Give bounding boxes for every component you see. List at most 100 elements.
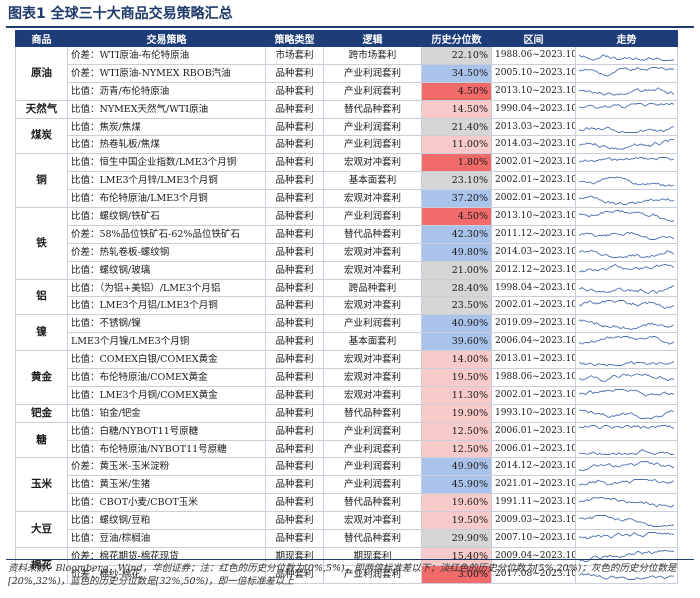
type-cell: 品种套利 [265, 224, 324, 244]
range-cell: 2011.12~2023.10 [491, 224, 576, 244]
type-cell: 品种套利 [265, 81, 324, 101]
table-row: 铁比值：螺纹钢/铁矿石 品种套利 产业利润套利 4.50% 2013.10~2023.1… [15, 207, 678, 280]
trend-line [579, 156, 674, 163]
range-cell: 2006.04~2023.10 [491, 332, 576, 352]
table-row: 比值：布伦特原油/COMEX黄金 品种套利 宏观对冲套利 19.50% 1988.06~… [16, 368, 678, 387]
header-type: 策略类型 [265, 30, 324, 47]
commodity-cell: 大豆 [15, 511, 68, 548]
percentile-cell: 28.40% [421, 278, 492, 298]
logic-cell: 替代品种套利 [323, 99, 422, 119]
percentile-cell: 23.50% [421, 296, 492, 316]
percentile-cell: 14.50% [421, 99, 492, 119]
logic-cell: 替代品种套利 [323, 493, 422, 513]
trend-sparkline [579, 425, 674, 430]
logic-cell: 基本面套利 [323, 332, 422, 352]
range-cell: 2002.01~2023.10 [491, 385, 576, 405]
type-cell: 品种套利 [265, 368, 324, 387]
trend-sparkline [579, 232, 674, 241]
table-row: 价差：WTI原油-NYMEX RBOB汽油 品种套利 产业利润套利 34.50% 200… [16, 63, 678, 83]
percentile-cell: 23.10% [421, 171, 492, 191]
range-cell: 2014.03~2023.10 [491, 135, 576, 155]
strategy-cell: 价差：黄玉米-玉米淀粉 [67, 457, 266, 477]
logic-cell: 宏观对冲套利 [323, 350, 422, 370]
trend-sparkline [579, 478, 674, 486]
range-cell: 2002.01~2023.10 [491, 153, 576, 173]
percentile-cell: 29.90% [421, 529, 492, 548]
type-cell: 品种套利 [265, 439, 324, 459]
trend-line [579, 299, 674, 309]
logic-cell: 产业利润套利 [323, 475, 422, 495]
strategy-cell: 比值：黄玉米/生猪 [67, 475, 266, 495]
percentile-cell: 19.50% [421, 511, 492, 531]
trend-sparkline [579, 299, 674, 309]
type-cell: 品种套利 [265, 99, 324, 119]
range-cell: 2019.09~2023.10 [491, 314, 576, 334]
trend-cell [575, 421, 678, 441]
table-row: 铜比值：恒生中国企业指数/LME3个月铜 品种套利 宏观对冲套利 1.80% 2002.… [15, 153, 678, 209]
table-row: 比值：布伦特原油/NYBOT11号原糖 品种套利 产业利润套利 12.50% 2006.… [16, 439, 678, 459]
trend-line [579, 138, 674, 150]
trend-sparkline [579, 514, 674, 527]
trend-sparkline [579, 373, 674, 383]
header-range: 区间 [491, 30, 576, 47]
type-cell: 品种套利 [265, 332, 324, 352]
logic-cell: 宏观对冲套利 [323, 242, 422, 262]
trend-line [579, 335, 674, 345]
percentile-cell: 45.90% [421, 475, 492, 495]
type-cell: 品种套利 [265, 117, 324, 137]
strategy-cell: 价差：58%品位铁矿石-62%品位铁矿石 [67, 224, 266, 244]
commodity-cell: 煤炭 [15, 117, 68, 155]
range-cell: 1988.06~2023.10 [491, 46, 576, 65]
logic-cell: 产业利润套利 [323, 421, 422, 441]
trend-sparkline [579, 449, 674, 456]
trend-line [579, 409, 674, 420]
trend-cell [575, 368, 678, 387]
trend-line [579, 514, 674, 527]
trend-line [579, 360, 674, 366]
trend-cell [575, 475, 678, 495]
commodity-cell: 黄金 [15, 350, 68, 405]
logic-cell: 宏观对冲套利 [323, 368, 422, 387]
type-cell: 品种套利 [265, 296, 324, 316]
trend-sparkline [579, 550, 674, 563]
strategy-cell: 价差：热轧卷板-螺纹钢 [67, 242, 266, 262]
trend-line [579, 176, 674, 187]
range-cell: 2013.10~2023.10 [491, 207, 576, 226]
percentile-cell: 40.90% [421, 314, 492, 334]
commodity-cell: 铜 [15, 153, 68, 209]
trend-sparkline [579, 573, 674, 581]
trend-cell [575, 135, 678, 155]
percentile-cell: 39.60% [421, 332, 492, 352]
type-cell: 品种套利 [265, 189, 324, 209]
type-cell: 品种套利 [265, 153, 324, 173]
table-header-row: 商品 交易策略 策略类型 逻辑 历史分位数 区间 走势 [15, 30, 678, 47]
logic-cell: 产业利润套利 [323, 81, 422, 101]
range-cell: 2009.03~2023.10 [491, 511, 576, 531]
type-cell: 品种套利 [265, 403, 324, 423]
strategy-cell: 比值：恒生中国企业指数/LME3个月铜 [67, 153, 266, 173]
trend-cell [575, 99, 678, 119]
trend-sparkline [579, 156, 674, 163]
trend-cell [575, 529, 678, 548]
trend-line [579, 425, 674, 430]
commodity-cell: 铁 [15, 207, 68, 280]
trend-line [579, 573, 674, 581]
trend-cell [575, 207, 678, 226]
trend-cell [575, 63, 678, 83]
range-cell: 2005.10~2023.10 [491, 63, 576, 83]
trend-line [579, 319, 674, 330]
table-row: 价差：棉纱-棉花 品种套利 产业利润套利 3.00% 2017.08~2023.10 [16, 564, 678, 584]
table-row: 天然气 比值：NYMEX天然气/WTI原油 品种套利 替代品种套利 14.50% 1990… [15, 99, 678, 119]
range-cell: 2014.03~2023.10 [491, 242, 576, 262]
trend-line [579, 67, 674, 78]
logic-cell: 产业利润套利 [323, 207, 422, 226]
percentile-cell: 19.60% [421, 493, 492, 513]
logic-cell: 宏观对冲套利 [323, 296, 422, 316]
trend-line [579, 478, 674, 486]
header-logic: 逻辑 [323, 30, 422, 47]
trend-cell [575, 171, 678, 191]
trend-cell [575, 296, 678, 316]
logic-cell: 宏观对冲套利 [323, 153, 422, 173]
trend-sparkline [579, 210, 674, 223]
percentile-cell: 42.30% [421, 224, 492, 244]
